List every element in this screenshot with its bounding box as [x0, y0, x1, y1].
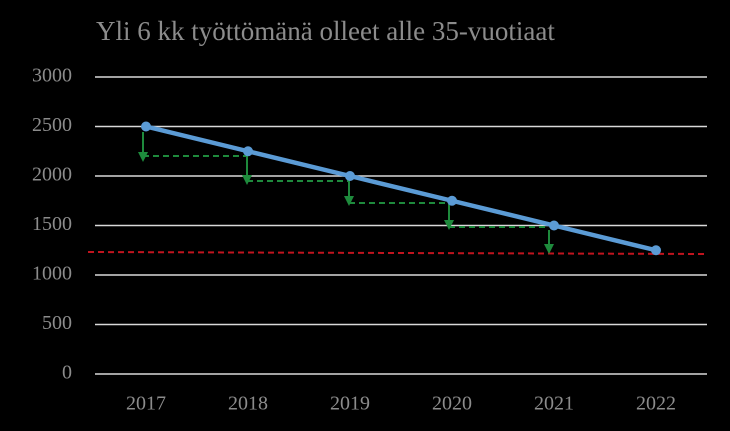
- y-tick-label: 1000: [32, 263, 72, 285]
- arrow-head: [344, 196, 354, 206]
- arrow-head: [242, 175, 252, 185]
- x-tick-label: 2018: [228, 393, 268, 415]
- x-tick-label: 2022: [636, 393, 676, 415]
- y-tick-label: 2500: [32, 114, 72, 136]
- y-tick-label: 1500: [32, 213, 72, 235]
- chart-title: Yli 6 kk työttömänä olleet alle 35-vuoti…: [96, 16, 555, 46]
- y-tick-label: 500: [42, 312, 72, 334]
- data-point: [243, 146, 253, 157]
- y-tick-label: 3000: [32, 65, 72, 87]
- x-tick-label: 2021: [534, 393, 574, 415]
- data-point: [651, 245, 661, 256]
- x-tick-label: 2020: [432, 393, 472, 415]
- x-tick-label: 2017: [126, 393, 166, 415]
- y-tick-label: 2000: [32, 164, 72, 186]
- data-point: [345, 171, 355, 181]
- x-tick-label: 2019: [330, 393, 370, 415]
- data-point: [549, 220, 559, 231]
- y-tick-label: 0: [62, 362, 72, 384]
- series-line: [145, 124, 657, 253]
- reference-line: [87, 251, 708, 255]
- arrow-head: [544, 244, 554, 254]
- annotations: [87, 132, 708, 255]
- grid: [95, 76, 707, 375]
- data-point: [447, 195, 457, 206]
- arrow-head: [138, 152, 148, 162]
- data-point: [141, 121, 151, 132]
- arrow-head: [444, 220, 454, 230]
